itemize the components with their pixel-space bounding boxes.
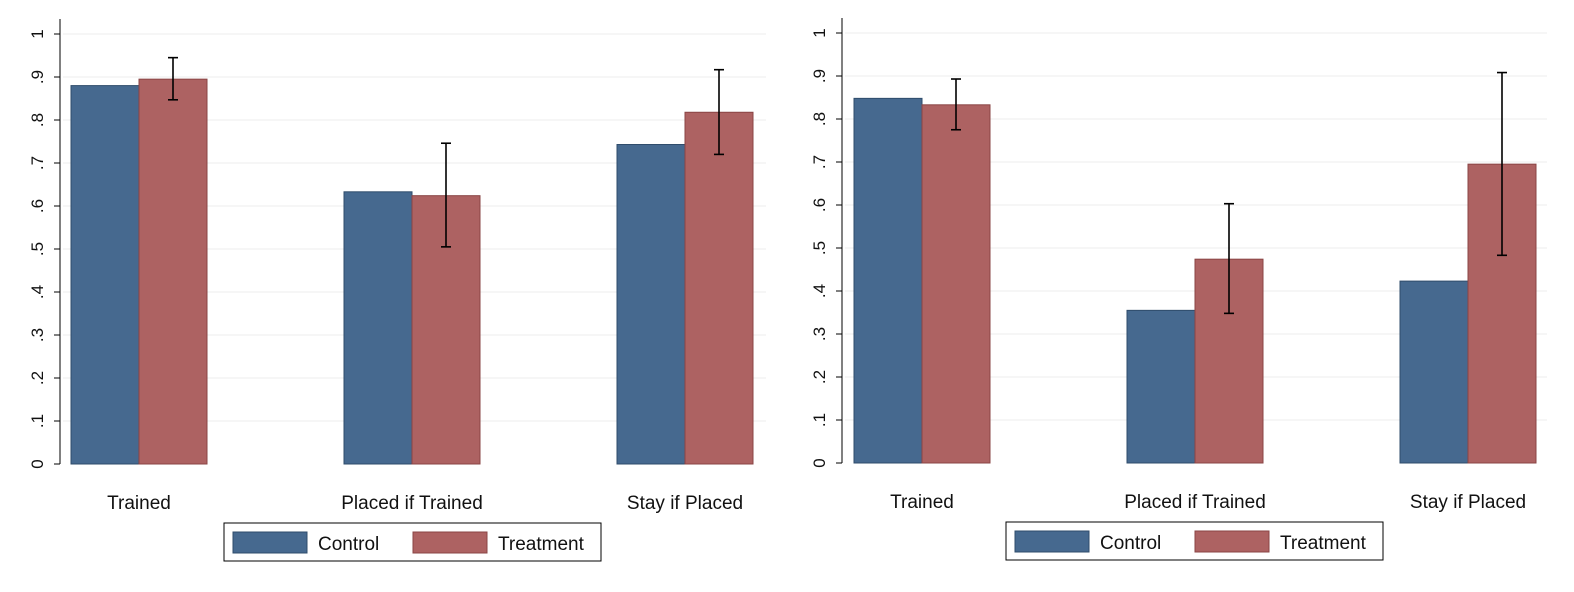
chart-panel-right: Trained Placed if Trained Stay if Placed 0.… — [810, 18, 1547, 561]
x-tick-label: Placed if Trained — [1124, 492, 1266, 513]
legend-swatch-treatment — [1194, 530, 1270, 553]
y-tick-label: .6 — [810, 198, 829, 212]
y-tick-label: .2 — [28, 371, 47, 385]
x-tick-label: Stay if Placed — [1410, 492, 1526, 513]
y-tick-label: 0 — [810, 458, 829, 467]
y-tick-label: .6 — [28, 199, 47, 213]
y-tick-label: .8 — [810, 112, 829, 126]
bar-treatment — [138, 78, 208, 465]
bar-control — [853, 97, 923, 464]
bar-control — [1126, 309, 1196, 464]
y-tick-label: .1 — [28, 414, 47, 428]
error-bar — [168, 56, 178, 101]
x-tick-label: Placed if Trained — [341, 493, 483, 514]
legend-label-control: Control — [318, 534, 379, 555]
legend-label-treatment: Treatment — [1280, 533, 1367, 554]
x-tick-label: Trained — [107, 493, 171, 514]
y-tick-label: 0 — [28, 459, 47, 468]
y-tick-label: .9 — [28, 70, 47, 84]
x-tick-label: Trained — [890, 492, 954, 513]
y-tick-label: .7 — [810, 155, 829, 169]
y-tick-label: .8 — [28, 113, 47, 127]
y-tick-label: .3 — [28, 328, 47, 342]
y-tick-label: .2 — [810, 370, 829, 384]
error-bar — [714, 68, 724, 156]
error-bar — [1497, 71, 1507, 257]
legend-label-treatment: Treatment — [498, 534, 585, 555]
legend: Control Treatment — [223, 522, 602, 562]
error-bar — [1224, 202, 1234, 315]
y-tick-label: .4 — [28, 285, 47, 299]
y-tick-label: .1 — [810, 413, 829, 427]
x-tick-label: Stay if Placed — [627, 493, 743, 514]
bar-treatment — [921, 104, 991, 464]
y-tick-label: .3 — [810, 327, 829, 341]
legend: Control Treatment — [1005, 521, 1384, 561]
legend-swatch-control — [232, 531, 308, 554]
bar-control — [1399, 280, 1469, 464]
legend-swatch-treatment — [412, 531, 488, 554]
y-tick-label: .4 — [810, 284, 829, 298]
legend-label-control: Control — [1100, 533, 1161, 554]
y-tick-label: .9 — [810, 69, 829, 83]
y-tick-label: .7 — [28, 156, 47, 170]
bar-control — [70, 85, 140, 465]
legend-swatch-control — [1014, 530, 1090, 553]
y-tick-label: .5 — [28, 242, 47, 256]
chart-panel-left: Trained Placed if Trained Stay if Placed 0.… — [28, 19, 766, 562]
bar-control — [616, 144, 686, 465]
y-tick-label: 1 — [28, 29, 47, 38]
y-tick-label: .5 — [810, 241, 829, 255]
y-tick-label: 1 — [810, 28, 829, 37]
bar-treatment — [684, 111, 754, 465]
error-bar — [951, 78, 961, 131]
error-bar — [441, 142, 451, 248]
bar-control — [343, 191, 413, 465]
